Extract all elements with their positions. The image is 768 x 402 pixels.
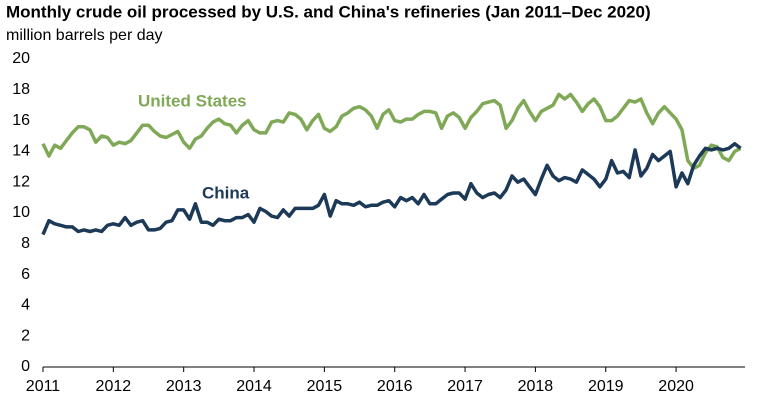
y-tick-label: 0 [21,358,30,375]
x-tick-label: 2012 [96,378,132,395]
y-tick-label: 4 [21,297,30,314]
x-tick-label: 2013 [166,378,202,395]
series-line [41,141,742,236]
y-tick-label: 8 [21,235,30,252]
x-tick-label: 2016 [377,378,413,395]
x-tick-label: 2011 [26,378,61,395]
series-label: China [202,183,250,202]
y-tick-label: 10 [12,204,30,221]
y-tick-label: 6 [21,266,30,283]
x-tick-label: 2020 [658,378,694,395]
y-tick-label: 16 [12,112,30,129]
y-tick-label: 2 [21,327,30,344]
series-line [41,92,742,171]
x-tick-label: 2018 [518,378,554,395]
x-tick-label: 2017 [447,378,483,395]
chart-title: Monthly crude oil processed by U.S. and … [6,2,651,21]
x-tick-label: 2019 [588,378,624,395]
x-tick-label: 2014 [236,378,272,395]
chart-subtitle: million barrels per day [6,27,163,44]
series-label: United States [138,91,247,110]
y-tick-label: 14 [12,143,30,160]
y-tick-label: 12 [12,173,30,190]
x-tick-label: 2015 [307,378,343,395]
y-tick-label: 20 [12,50,30,67]
y-tick-label: 18 [12,81,30,98]
